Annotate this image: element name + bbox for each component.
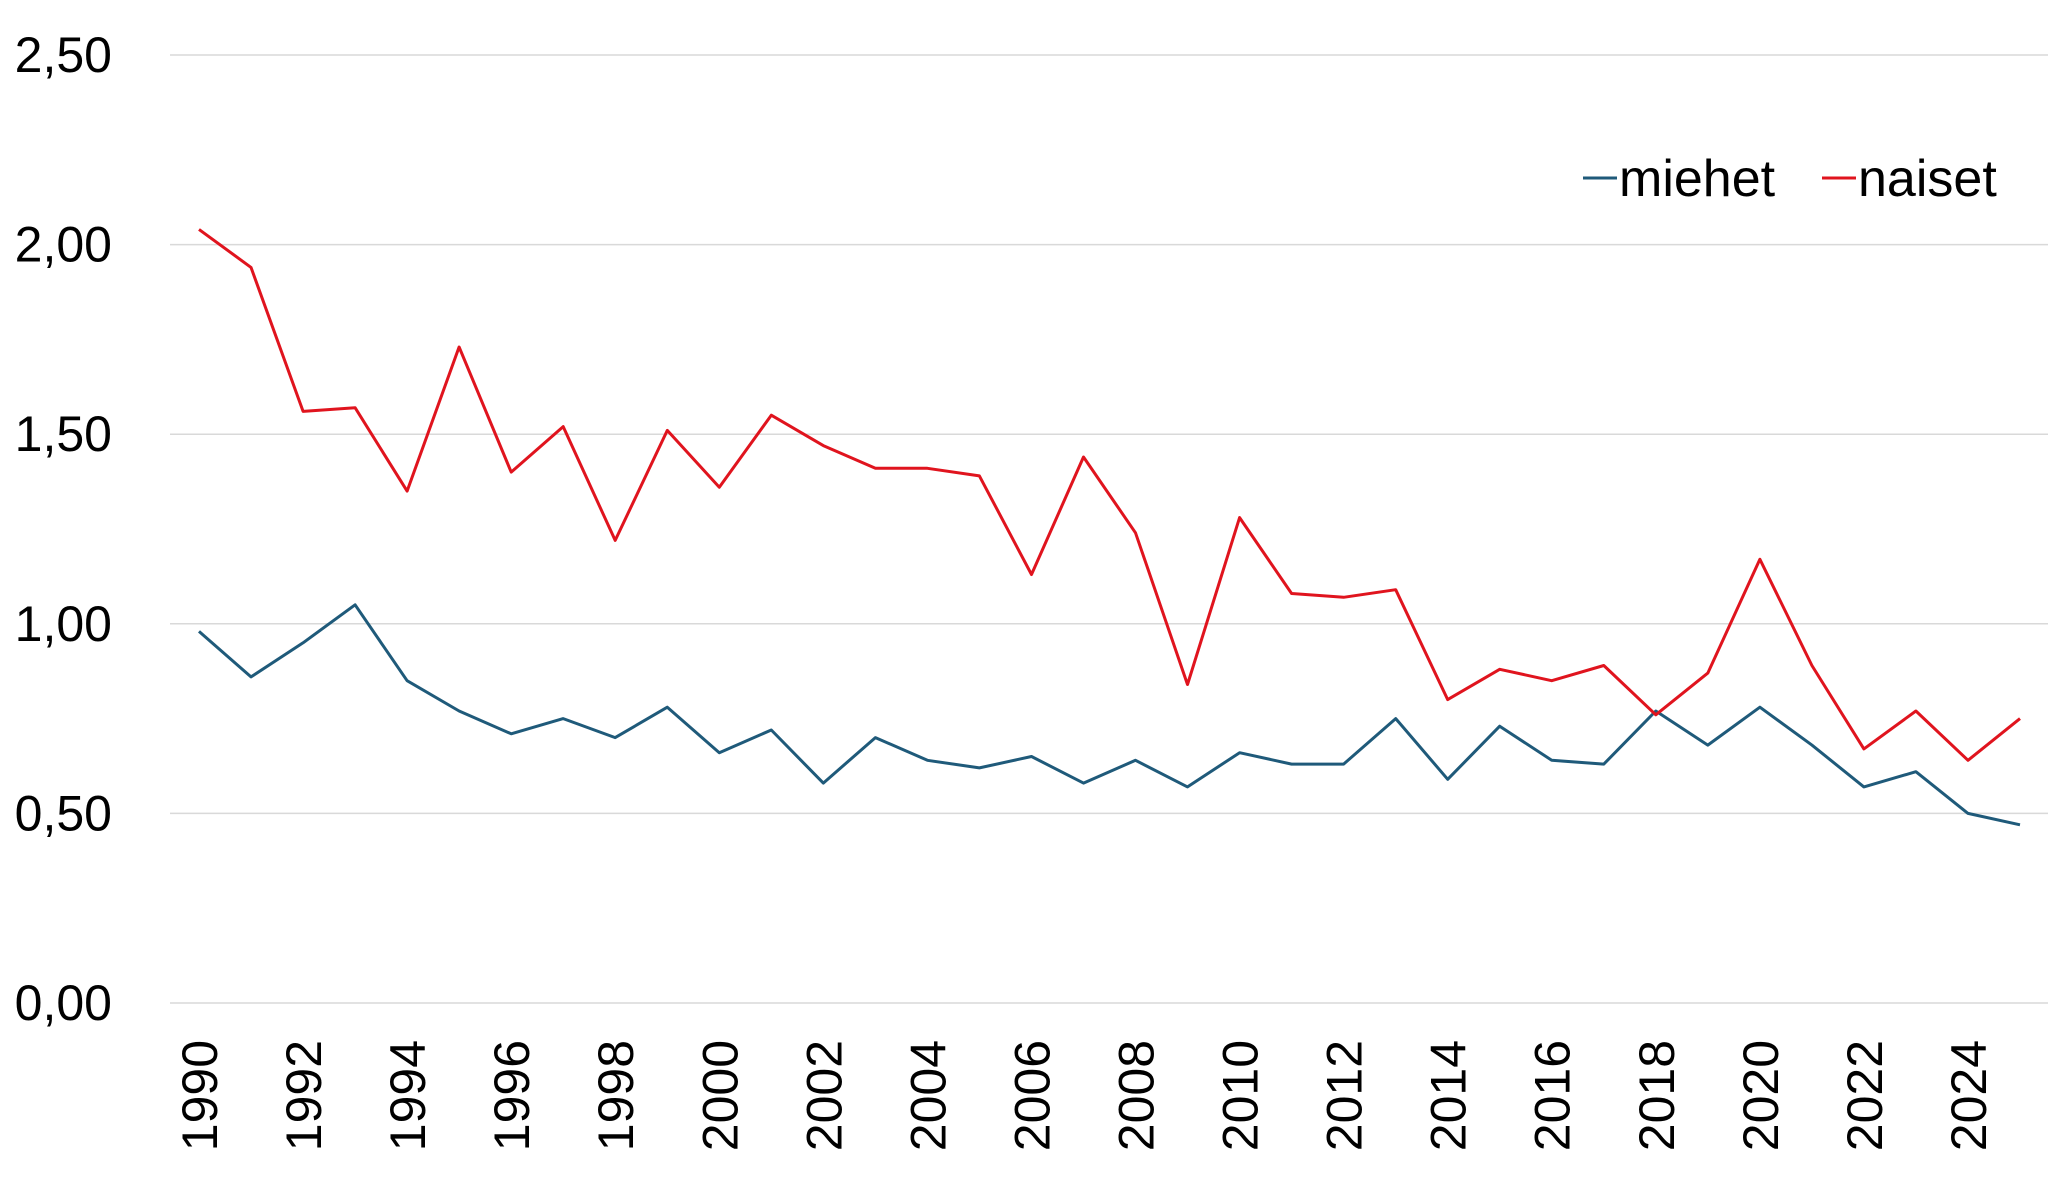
series-line-naiset <box>198 228 2021 762</box>
x-tick-label: 1996 <box>484 1040 540 1151</box>
y-tick-label: 0,00 <box>15 975 112 1031</box>
series-line-miehet <box>198 603 2021 827</box>
x-tick-label: 2018 <box>1629 1040 1685 1151</box>
x-tick-label: 2004 <box>900 1040 956 1151</box>
y-tick-label: 2,50 <box>15 27 112 83</box>
x-tick-label: 2002 <box>796 1040 852 1151</box>
legend-label-miehet: miehet <box>1619 150 1776 208</box>
y-tick-label: 2,00 <box>15 217 112 273</box>
x-tick-label: 1998 <box>588 1040 644 1151</box>
y-tick-label: 0,50 <box>15 785 112 841</box>
x-tick-label: 2010 <box>1213 1040 1269 1151</box>
x-tick-label: 2024 <box>1941 1040 1997 1151</box>
x-tick-label: 2016 <box>1525 1040 1581 1151</box>
x-axis-tick-labels: 1990 1992 1994 1996 1998 2000 2002 2004 2006 2008… <box>172 1040 1997 1151</box>
x-tick-label: 2022 <box>1837 1040 1893 1151</box>
x-tick-label: 1994 <box>380 1040 436 1151</box>
legend: miehet naiset <box>1583 150 1997 208</box>
x-tick-label: 2000 <box>692 1040 748 1151</box>
gridlines <box>170 54 2048 1004</box>
x-tick-label: 2020 <box>1733 1040 1789 1151</box>
y-tick-label: 1,50 <box>15 406 112 462</box>
x-tick-label: 1992 <box>276 1040 332 1151</box>
legend-label-naiset: naiset <box>1858 150 1997 208</box>
y-tick-label: 1,00 <box>15 596 112 652</box>
y-axis-tick-labels: 0,00 0,50 1,00 1,50 2,00 2,50 <box>15 27 112 1031</box>
x-tick-label: 2014 <box>1421 1040 1477 1151</box>
x-tick-label: 2008 <box>1109 1040 1165 1151</box>
x-tick-label: 2006 <box>1004 1040 1060 1151</box>
series-lines <box>198 228 2021 827</box>
x-tick-label: 1990 <box>172 1040 228 1151</box>
x-tick-label: 2012 <box>1317 1040 1373 1151</box>
